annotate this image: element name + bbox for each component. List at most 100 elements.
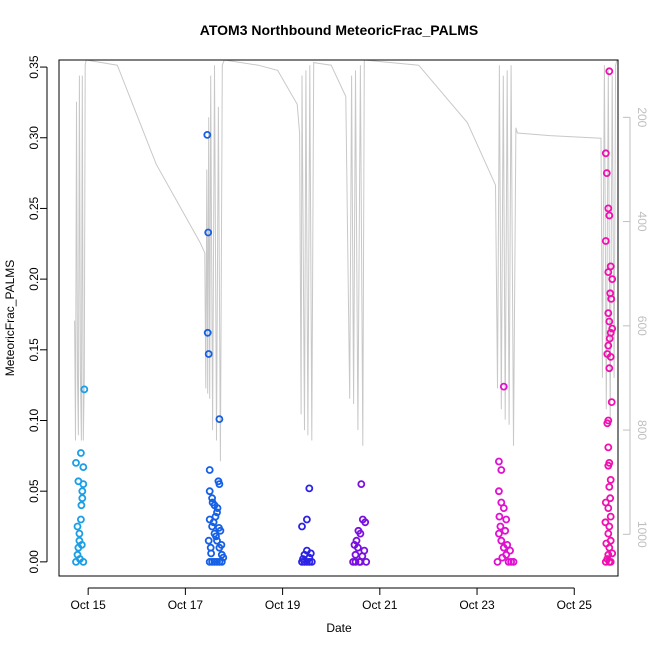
data-point (604, 204, 613, 213)
data-point (608, 275, 617, 284)
data-point (604, 504, 613, 513)
data-point (601, 237, 610, 245)
data-point (203, 328, 212, 337)
data-point (204, 350, 213, 358)
data-point (356, 558, 365, 566)
data-point (603, 419, 612, 428)
data-point (499, 382, 508, 391)
data-point (497, 466, 506, 474)
data-point (607, 398, 616, 407)
data-point (605, 364, 614, 373)
data-point (608, 549, 617, 558)
right-tick-label: 800 (635, 420, 649, 440)
data-point (503, 541, 512, 549)
data-point (608, 324, 617, 333)
right-tick-label: 600 (635, 316, 649, 336)
data-point (604, 550, 613, 559)
data-point (208, 494, 217, 503)
data-point (205, 466, 214, 474)
data-point (77, 449, 85, 457)
data-point (498, 553, 507, 562)
right-tick-label: 400 (635, 212, 649, 232)
data-point (298, 522, 306, 531)
data-point (604, 461, 613, 470)
data-point (602, 539, 611, 548)
data-point (605, 67, 614, 76)
data-point (607, 294, 616, 303)
data-point (601, 149, 610, 158)
data-point (208, 522, 217, 531)
data-point (208, 498, 217, 507)
data-point (602, 169, 611, 178)
chart-title: ATOM3 Northbound MeteoricFrac_PALMS (200, 22, 478, 38)
data-point (77, 515, 85, 524)
data-point (605, 317, 614, 326)
data-point (207, 549, 216, 558)
data-point (72, 458, 80, 467)
data-point (496, 522, 505, 531)
data-point (78, 487, 87, 496)
data-point (214, 477, 223, 486)
data-point (305, 558, 314, 566)
data-point (214, 524, 223, 532)
data-point (212, 532, 220, 541)
y-tick-label: 0.15 (27, 338, 41, 362)
axes-layer: Oct 15 Oct 17 Oct 19 Oct 21 Oct 23 Oct 25 0.00… (27, 55, 649, 612)
data-point (502, 515, 511, 524)
data-point (213, 508, 221, 517)
data-point (605, 482, 614, 491)
data-point (605, 211, 614, 220)
x-axis-label: Date (326, 621, 352, 635)
data-point (501, 526, 510, 535)
data-point (604, 529, 613, 538)
data-point (354, 526, 363, 535)
y-tick-label: 0.10 (27, 408, 41, 432)
data-point (79, 463, 88, 472)
data-point (77, 501, 86, 510)
data-point (73, 522, 82, 531)
data-point (306, 549, 315, 558)
data-point (350, 541, 359, 549)
data-point (601, 518, 610, 527)
data-point (79, 558, 88, 566)
y-tick-label: 0.00 (27, 550, 41, 574)
data-point (302, 515, 311, 524)
data-point (606, 512, 615, 521)
altitude-trace-layer (74, 60, 618, 462)
data-point (217, 541, 226, 549)
data-point (203, 130, 212, 139)
x-tick-label: Oct 23 (459, 598, 495, 612)
data-point (213, 536, 221, 545)
data-point (495, 512, 504, 521)
data-point (504, 558, 513, 566)
data-point (606, 352, 615, 361)
data-point (494, 487, 503, 496)
data-point (499, 504, 508, 513)
data-point (506, 546, 515, 555)
data-point (211, 512, 220, 521)
x-tick-label: Oct 25 (557, 598, 593, 612)
data-point (494, 529, 503, 538)
data-point (603, 555, 612, 563)
right-tick-label: 1000 (635, 521, 649, 548)
data-point (80, 385, 89, 394)
data-point (357, 480, 366, 489)
altitude-trace-line (74, 60, 618, 462)
data-point (604, 268, 613, 277)
data-point (219, 553, 228, 562)
data-point (299, 555, 307, 563)
data-point (77, 541, 86, 549)
data-point (606, 475, 615, 484)
data-point (605, 522, 614, 531)
data-point (204, 228, 213, 237)
data-point (213, 504, 222, 513)
data-point (494, 457, 503, 466)
y-tick-label: 0.25 (27, 196, 41, 220)
data-point (493, 558, 502, 566)
data-point (351, 550, 360, 559)
x-tick-label: Oct 19 (265, 598, 301, 612)
data-point (75, 529, 84, 538)
right-tick-label: 200 (635, 107, 649, 127)
y-tick-label: 0.35 (27, 55, 41, 79)
